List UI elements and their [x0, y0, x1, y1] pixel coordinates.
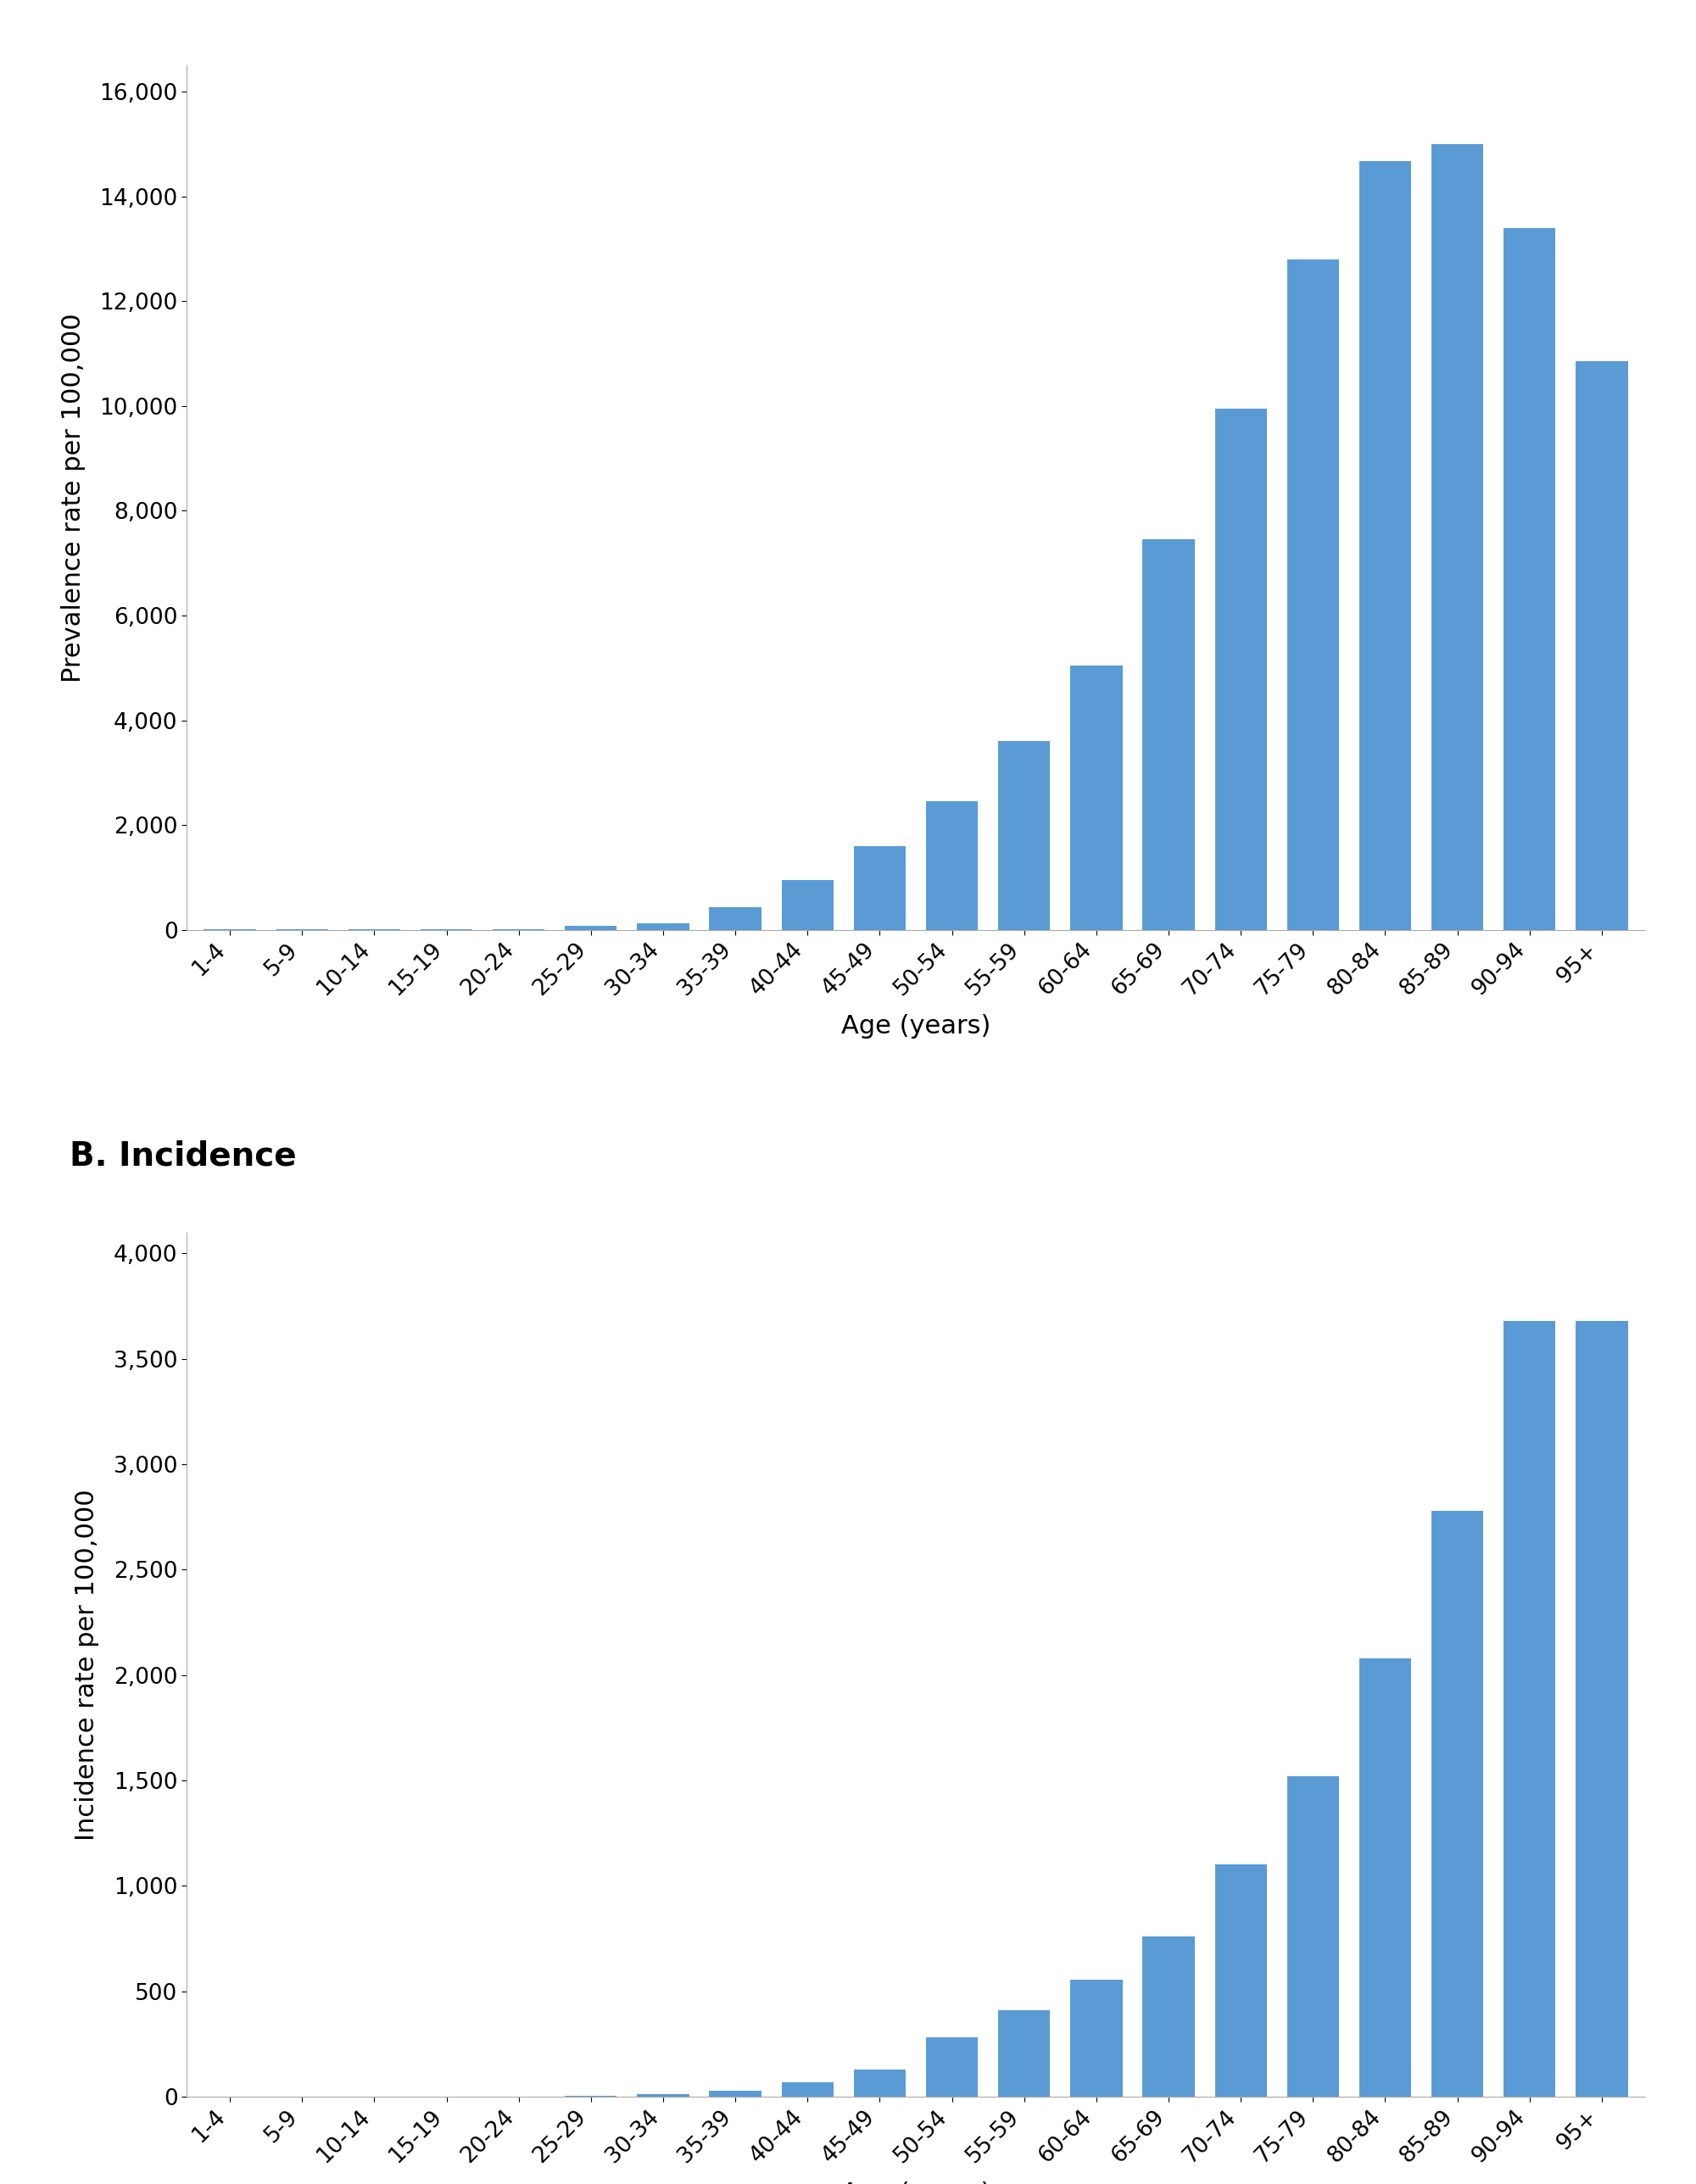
X-axis label: Age (years): Age (years)	[841, 1013, 990, 1040]
Bar	[1214, 1865, 1267, 2097]
Y-axis label: Prevalence rate per 100,000: Prevalence rate per 100,000	[61, 312, 85, 681]
Bar	[1287, 260, 1338, 930]
Bar	[782, 880, 833, 930]
Bar	[1504, 227, 1555, 930]
Bar	[709, 2090, 762, 2097]
Bar	[1504, 1321, 1555, 2097]
Bar	[782, 2081, 833, 2097]
X-axis label: Age (years): Age (years)	[841, 2182, 990, 2184]
Y-axis label: Incidence rate per 100,000: Incidence rate per 100,000	[75, 1489, 100, 1841]
Bar	[565, 926, 617, 930]
Bar	[1431, 144, 1484, 930]
Bar	[1358, 162, 1411, 930]
Bar	[1358, 1658, 1411, 2097]
Bar	[1143, 539, 1194, 930]
Bar	[1070, 666, 1123, 930]
Bar	[999, 2009, 1050, 2097]
Bar	[926, 802, 979, 930]
Bar	[999, 740, 1050, 930]
Text: A. Prevalence: A. Prevalence	[70, 0, 326, 4]
Bar	[926, 2038, 979, 2097]
Bar	[1576, 1321, 1628, 2097]
Bar	[1143, 1937, 1194, 2097]
Text: B. Incidence: B. Incidence	[70, 1140, 297, 1173]
Bar	[853, 2068, 906, 2097]
Bar	[1576, 363, 1628, 930]
Bar	[1214, 408, 1267, 930]
Bar	[709, 906, 762, 930]
Bar	[1070, 1979, 1123, 2097]
Bar	[1431, 1511, 1484, 2097]
Bar	[853, 845, 906, 930]
Bar	[638, 924, 689, 930]
Bar	[1287, 1776, 1338, 2097]
